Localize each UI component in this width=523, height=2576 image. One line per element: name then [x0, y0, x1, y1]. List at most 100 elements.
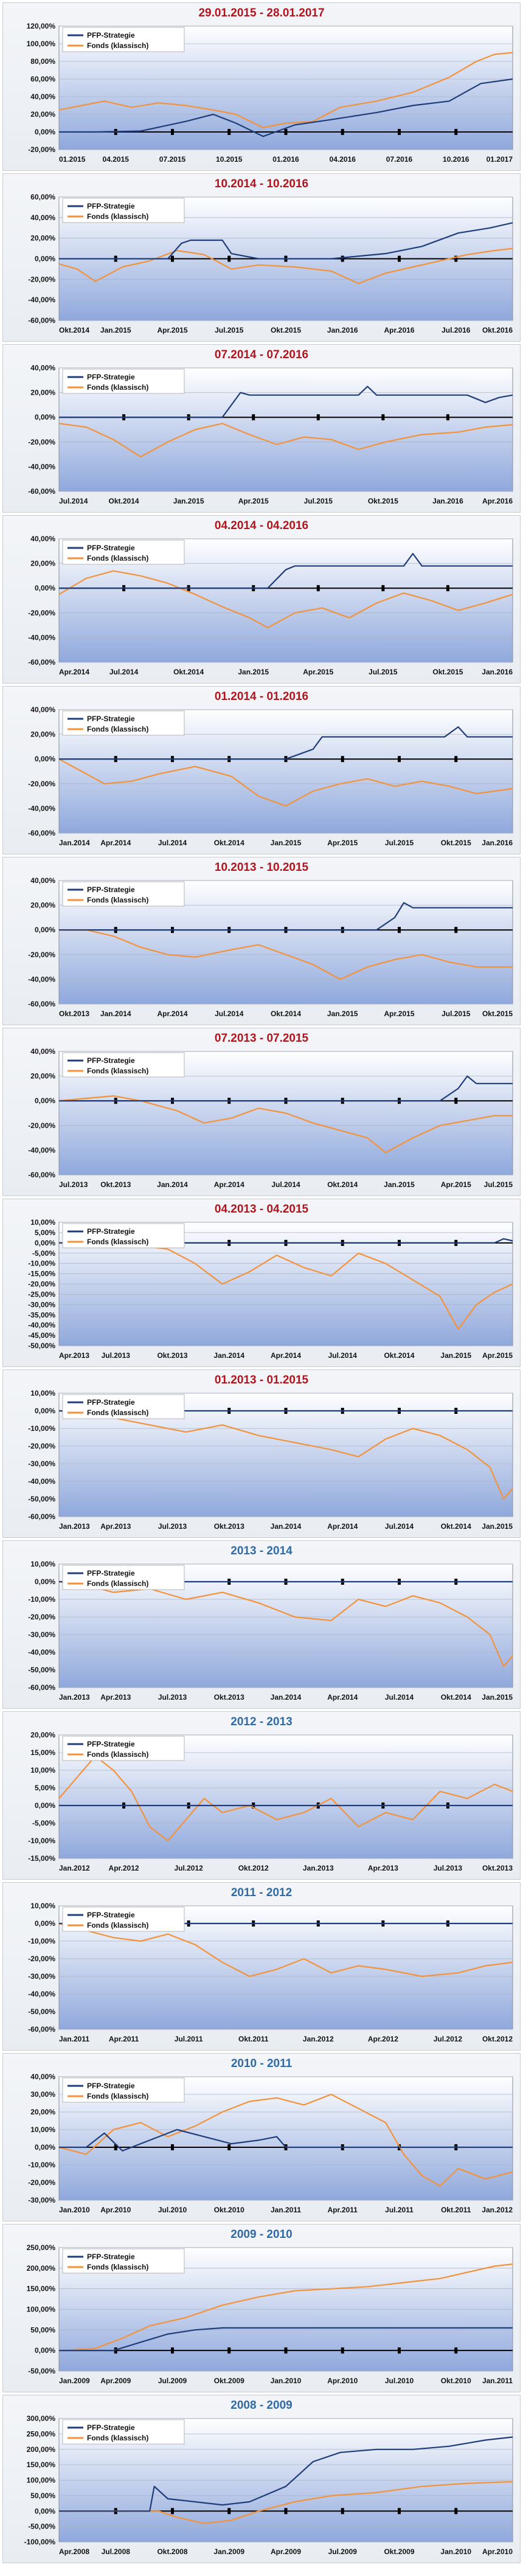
y-tick-label: 100,00%: [27, 2476, 56, 2485]
line-chart: 20,00% 15,00% 10,00% 5,00% 0,00% -5,00% -10,00…: [28, 1731, 513, 1872]
x-tick-label: Jul.2014: [328, 1351, 358, 1360]
x-tick-label: Jan.2011: [59, 2035, 89, 2043]
y-tick-label: 40,00%: [30, 364, 55, 372]
baseline-marker: [398, 129, 401, 135]
x-tick-label: Jan.2014: [100, 1009, 131, 1018]
x-tick-label: Jan.2016: [482, 668, 513, 676]
y-tick-label: -50,00%: [28, 1342, 55, 1350]
chart-panel: 07.2014 - 07.2016 40,00% 20,00% 0,00% -20,00…: [2, 344, 521, 513]
legend-label-fund: Fonds (klassisch): [87, 896, 148, 904]
x-tick-label: Jul.2015: [442, 1009, 471, 1018]
baseline-marker: [454, 2347, 458, 2354]
legend: [62, 1906, 185, 1932]
legend-label-fund: Fonds (klassisch): [87, 1750, 148, 1759]
x-tick-label: Apr.2013: [100, 1693, 131, 1702]
y-tick-label: 250,00%: [27, 2429, 56, 2438]
y-tick-label: -60,00%: [28, 1000, 55, 1008]
legend: [62, 1223, 185, 1248]
legend-label-strategy: PFP-Strategie: [87, 373, 135, 381]
series-line-strategy: [59, 222, 513, 260]
y-tick-label: 0,00%: [35, 926, 55, 934]
x-tick-label: Jan.2015: [173, 497, 204, 505]
x-tick-label: Okt.2009: [384, 2547, 414, 2556]
legend: [62, 1052, 185, 1078]
x-tick-label: Okt.2015: [368, 497, 398, 505]
y-tick-label: 20,00%: [30, 110, 55, 119]
x-tick-label: Apr.2015: [303, 668, 333, 676]
line-chart: 40,00% 20,00% 0,00% -20,00% -40,00% -60,00% Ok…: [28, 876, 513, 1018]
chart-panel: 2012 - 2013 20,00% 15,00% 10,00% 5,00% 0,00% -…: [2, 1711, 521, 1880]
chart-panel: 07.2013 - 07.2015 40,00% 20,00% 0,00% -20,00…: [2, 1028, 521, 1196]
x-tick-label: Jul.2010: [158, 2206, 187, 2214]
y-tick-label: 60,00%: [30, 193, 55, 201]
legend-label-strategy: PFP-Strategie: [87, 1056, 135, 1065]
x-tick-label: Okt.2013: [100, 1180, 131, 1189]
series-line-fund: [58, 1410, 513, 1500]
y-tick-label: -50,00%: [28, 2522, 55, 2531]
x-tick-label: Apr.2015: [238, 497, 269, 505]
baseline-marker: [341, 2347, 344, 2354]
y-tick-label: -20,00%: [28, 1613, 55, 1621]
legend: [62, 1565, 185, 1590]
x-tick-label: Apr.2015: [441, 1180, 471, 1189]
x-tick-label: Okt.2010: [441, 2377, 471, 2385]
y-tick-label: -15,00%: [28, 1854, 55, 1863]
x-tick-label: Jul.2009: [158, 2377, 187, 2385]
x-tick-label: Okt.2013: [59, 1009, 89, 1018]
y-tick-label: -20,00%: [28, 950, 55, 959]
x-tick-label: Jul.2014: [59, 497, 88, 505]
x-tick-label: Apr.2013: [368, 1864, 398, 1872]
legend: [62, 1394, 185, 1419]
x-tick-label: Okt.2015: [271, 326, 301, 334]
x-tick-label: Apr.2013: [59, 1351, 89, 1360]
y-tick-label: -20,00%: [28, 2178, 55, 2187]
x-tick-label: 10.2015: [216, 155, 243, 164]
x-tick-label: Okt.2014: [214, 839, 244, 847]
x-tick-label: 04.2015: [103, 155, 130, 164]
series-line-fund: [58, 1242, 513, 1330]
series-line-strategy: [59, 902, 513, 931]
legend-label-fund: Fonds (klassisch): [87, 1067, 148, 1075]
y-tick-label: -10,00%: [28, 1595, 55, 1604]
baseline-marker: [171, 2144, 174, 2150]
x-tick-label: Okt.2012: [238, 1864, 269, 1872]
y-tick-label: -20,00%: [28, 1280, 55, 1289]
x-tick-label: Jul.2015: [215, 326, 244, 334]
chart-panel: 2010 - 2011 40,00% 30,00% 20,00% 10,00% 0,00%…: [2, 2053, 521, 2221]
baseline-marker: [398, 2508, 401, 2515]
x-tick-label: Jan.2014: [157, 1180, 188, 1189]
x-tick-label: Okt.2016: [482, 326, 513, 334]
x-tick-label: Apr.2014: [100, 839, 131, 847]
x-tick-label: Apr.2015: [157, 326, 187, 334]
y-tick-label: -30,00%: [28, 1300, 55, 1309]
x-tick-label: Jan.2015: [482, 1693, 513, 1702]
x-tick-label: Jul.2014: [109, 668, 139, 676]
chart-title: 2011 - 2012: [230, 1886, 293, 1899]
line-chart: 120,00% 100,00% 80,00% 60,00% 40,00% 20,00% 0,…: [27, 22, 513, 164]
y-tick-label: -60,00%: [28, 1171, 55, 1179]
legend-label-strategy: PFP-Strategie: [87, 715, 135, 723]
series-line-strategy: [59, 553, 513, 589]
x-tick-label: Okt.2008: [157, 2547, 187, 2556]
legend: [62, 2077, 185, 2103]
y-tick-label: 0,00%: [35, 1919, 55, 1928]
x-tick-label: Jul.2014: [385, 1693, 414, 1702]
legend: [62, 2419, 185, 2445]
x-tick-label: Jul.2013: [158, 1522, 187, 1531]
y-tick-label: 10,00%: [30, 1389, 55, 1397]
y-tick-label: -60,00%: [28, 658, 55, 667]
line-chart: 40,00% 20,00% 0,00% -20,00% -40,00% -60,00% Ja…: [28, 705, 513, 847]
y-tick-label: 10,00%: [30, 1766, 55, 1774]
x-tick-label: Okt.2012: [482, 2035, 513, 2043]
x-tick-label: Jan.2013: [59, 1522, 90, 1531]
y-tick-label: 10,00%: [30, 2125, 55, 2134]
baseline-marker: [316, 585, 320, 592]
baseline-marker: [398, 255, 401, 262]
baseline-marker: [446, 585, 449, 592]
y-tick-label: -40,00%: [28, 1321, 55, 1329]
x-tick-label: Jul.2015: [484, 1180, 513, 1189]
legend: [62, 369, 185, 394]
y-tick-label: 0,00%: [35, 584, 55, 592]
chart-title: 10.2014 - 10.2016: [214, 178, 309, 190]
chart-title: 2012 - 2013: [230, 1716, 293, 1728]
